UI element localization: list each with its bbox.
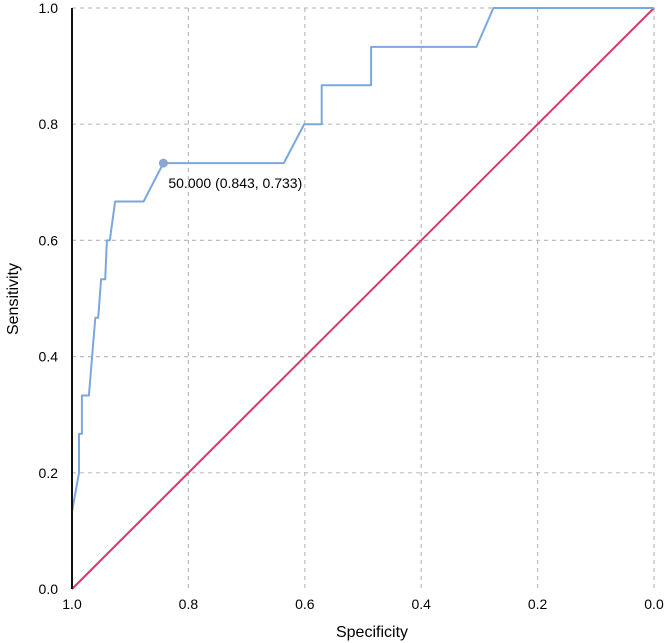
cutoff-point-label: 50.000 (0.843, 0.733) — [168, 175, 302, 191]
x-axis-title: Specificity — [336, 624, 408, 641]
grid-lines — [72, 7, 655, 589]
y-tick-label: 0.0 — [39, 581, 59, 597]
roc-curve-line — [71, 7, 654, 589]
x-tick-label: 0.6 — [295, 596, 315, 612]
x-tick-label: 0.2 — [528, 596, 548, 612]
roc-curve-series — [71, 7, 654, 589]
cutoff-point-marker — [158, 158, 168, 168]
x-tick-label: 0.8 — [179, 596, 199, 612]
cutoff-annotation: 50.000 (0.843, 0.733) — [158, 158, 302, 191]
x-tick-labels: 1.0 0.8 0.6 0.4 0.2 0.0 — [62, 596, 664, 612]
y-tick-label: 0.4 — [39, 349, 59, 365]
y-tick-label: 0.2 — [39, 465, 59, 481]
reference-diagonal-line — [71, 7, 655, 590]
y-axis-title: Sensitivity — [5, 263, 22, 335]
y-tick-labels: 0.0 0.2 0.4 0.6 0.8 1.0 — [39, 0, 59, 597]
y-tick-label: 0.8 — [39, 116, 59, 132]
y-tick-label: 0.6 — [39, 232, 59, 248]
x-tick-label: 0.0 — [644, 596, 664, 612]
x-tick-label: 0.4 — [411, 596, 431, 612]
reference-diagonal-series — [71, 7, 655, 590]
x-tick-label: 1.0 — [62, 596, 82, 612]
y-tick-label: 1.0 — [39, 0, 59, 16]
